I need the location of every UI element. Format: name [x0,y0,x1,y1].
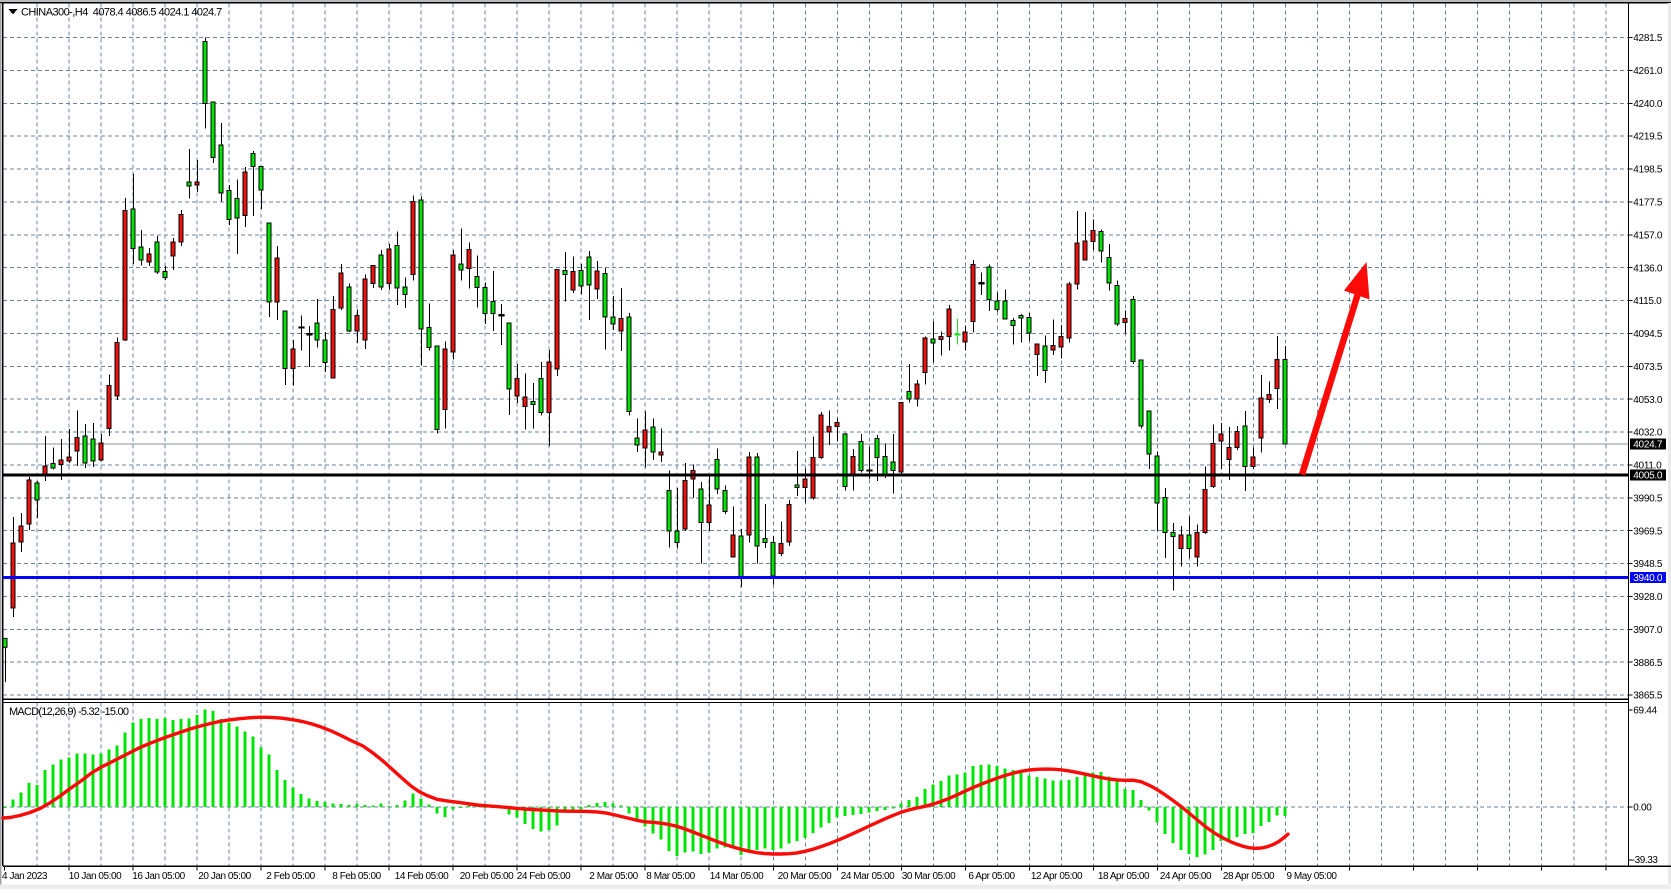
svg-text:4032.0: 4032.0 [1633,428,1663,439]
svg-text:24 Feb 05:00: 24 Feb 05:00 [517,871,571,882]
svg-text:4024.7: 4024.7 [1633,440,1663,451]
svg-text:14 Mar 05:00: 14 Mar 05:00 [710,871,764,882]
svg-text:3928.0: 3928.0 [1633,592,1663,603]
svg-text:9 May 05:00: 9 May 05:00 [1286,871,1337,882]
svg-text:4261.0: 4261.0 [1633,66,1663,77]
svg-text:3990.5: 3990.5 [1633,493,1663,504]
svg-text:4073.5: 4073.5 [1633,362,1663,373]
svg-text:4005.0: 4005.0 [1633,471,1663,482]
svg-text:18 Apr 05:00: 18 Apr 05:00 [1098,871,1150,882]
svg-text:4198.5: 4198.5 [1633,165,1663,176]
svg-text:4053.0: 4053.0 [1633,395,1663,406]
svg-text:4219.5: 4219.5 [1633,132,1663,143]
svg-text:12 Apr 05:00: 12 Apr 05:00 [1031,871,1083,882]
svg-text:2 Mar 05:00: 2 Mar 05:00 [589,871,638,882]
svg-text:4281.5: 4281.5 [1633,33,1663,44]
svg-text:CHINA300-,H4 4078.4 4086.5 40: CHINA300-,H4 4078.4 4086.5 4024.1 4024.7 [21,7,222,19]
svg-text:4115.0: 4115.0 [1633,296,1662,307]
svg-text:MACD(12,26,9) -5.32 -15.00: MACD(12,26,9) -5.32 -15.00 [9,706,129,718]
svg-text:69.44: 69.44 [1633,706,1657,717]
svg-text:4177.5: 4177.5 [1633,198,1663,209]
svg-text:3907.0: 3907.0 [1633,625,1663,636]
svg-text:14 Feb 05:00: 14 Feb 05:00 [395,871,449,882]
svg-text:3940.0: 3940.0 [1633,573,1663,584]
svg-text:16 Jan 05:00: 16 Jan 05:00 [132,871,185,882]
svg-text:4240.0: 4240.0 [1633,99,1663,110]
svg-text:10 Jan 05:00: 10 Jan 05:00 [69,871,122,882]
svg-text:8 Feb 05:00: 8 Feb 05:00 [332,871,381,882]
svg-text:3969.5: 3969.5 [1633,526,1663,537]
svg-text:-39.33: -39.33 [1632,855,1659,866]
svg-text:3865.5: 3865.5 [1633,691,1663,702]
svg-text:30 Mar 05:00: 30 Mar 05:00 [902,871,956,882]
svg-text:6 Apr 05:00: 6 Apr 05:00 [968,871,1015,882]
svg-text:20 Mar 05:00: 20 Mar 05:00 [778,871,832,882]
svg-text:3886.5: 3886.5 [1633,658,1663,669]
svg-text:24 Mar 05:00: 24 Mar 05:00 [841,871,895,882]
svg-text:4 Jan 2023: 4 Jan 2023 [2,871,48,882]
svg-text:4094.5: 4094.5 [1633,329,1663,340]
svg-text:4136.0: 4136.0 [1633,263,1663,274]
svg-text:24 Apr 05:00: 24 Apr 05:00 [1160,871,1212,882]
svg-text:20 Feb 05:00: 20 Feb 05:00 [460,871,514,882]
svg-text:4157.0: 4157.0 [1633,230,1663,241]
svg-text:4011.0: 4011.0 [1633,461,1662,472]
svg-text:0.00: 0.00 [1633,803,1652,814]
svg-text:3948.5: 3948.5 [1633,559,1663,570]
svg-text:28 Apr 05:00: 28 Apr 05:00 [1223,871,1275,882]
svg-text:20 Jan 05:00: 20 Jan 05:00 [198,871,251,882]
svg-text:2 Feb 05:00: 2 Feb 05:00 [266,871,315,882]
svg-text:8 Mar 05:00: 8 Mar 05:00 [646,871,695,882]
